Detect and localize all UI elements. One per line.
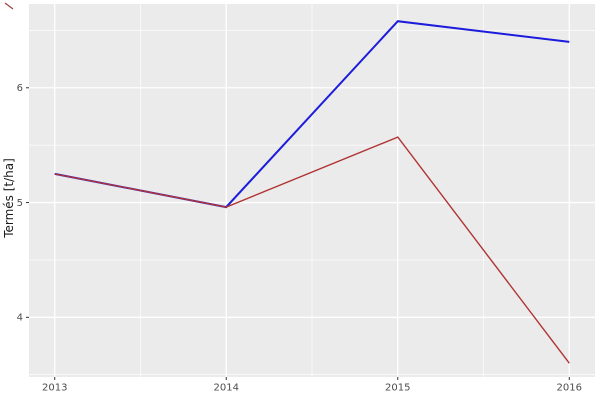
x-tick-label: 2016 <box>557 383 582 394</box>
y-tick-label: 4 <box>17 313 23 324</box>
x-tick-label: 2013 <box>42 383 67 394</box>
stray-red-dash <box>4 2 14 10</box>
x-tick-label: 2014 <box>214 383 239 394</box>
gridlines <box>29 4 595 377</box>
data-series <box>54 20 570 364</box>
y-tick-label: 6 <box>17 83 23 94</box>
axis-ticks-and-labels: 4 5 6 2013 2014 2015 2016 <box>17 83 582 393</box>
stray-mark <box>4 2 14 10</box>
x-tick-label: 2015 <box>385 383 410 394</box>
y-tick-label: 5 <box>17 198 23 209</box>
y-axis-title: Termés [t/ha] <box>2 158 16 239</box>
series-line-darkred-series <box>54 136 570 364</box>
